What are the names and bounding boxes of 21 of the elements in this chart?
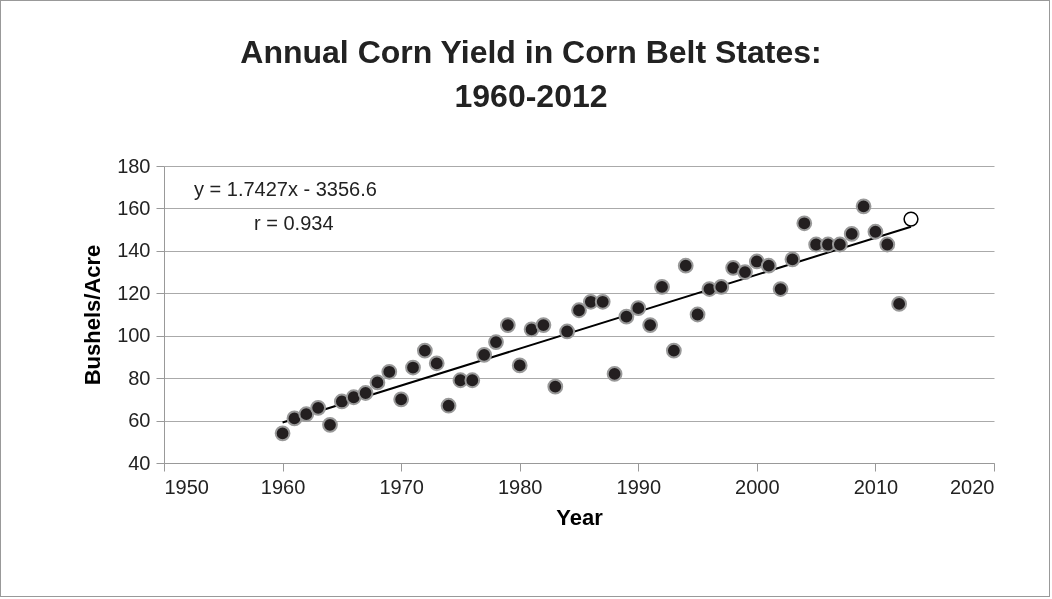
y-tick-label: 80 [128, 366, 151, 389]
x-tick-label: 2010 [853, 475, 899, 498]
y-tick-label: 180 [117, 154, 151, 177]
y-tick-label: 100 [117, 324, 151, 347]
x-tick-label: 2000 [735, 475, 780, 498]
y-axis-title: Bushels/Acre [80, 244, 106, 386]
x-tick-label: 1970 [379, 475, 424, 498]
x-tick-label: 1950 [164, 475, 209, 498]
y-tick-label: 160 [117, 196, 151, 219]
y-tick-label: 120 [117, 281, 151, 304]
y-tick-label: 60 [128, 409, 151, 432]
x-tick-label: 1990 [616, 475, 662, 498]
x-tick-label: 2020 [950, 475, 995, 498]
chart-title: Annual Corn Yield in Corn Belt States: 1960-2012 [240, 34, 822, 114]
annotation: y = 1.7427x - 3356.6 [194, 178, 377, 200]
y-tick-label: 140 [117, 239, 151, 262]
x-axis-title: Year [556, 504, 604, 530]
annotation: r = 0.934 [254, 212, 334, 234]
x-tick-label: 1960 [260, 475, 306, 498]
y-tick-label: 40 [128, 451, 151, 474]
x-tick-label: 1980 [497, 475, 543, 498]
